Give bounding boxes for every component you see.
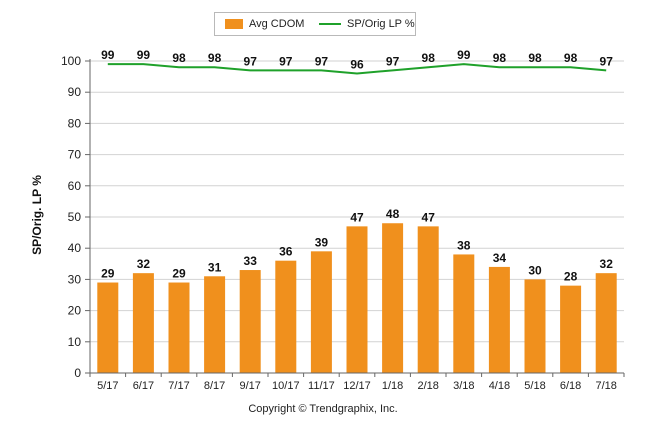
line-value-label: 98 — [564, 51, 578, 65]
y-tick-label: 20 — [68, 304, 82, 318]
bar-5/18 — [524, 279, 546, 373]
bar-2/18 — [417, 226, 439, 373]
bar-12/17 — [346, 226, 368, 373]
bar-value-label: 29 — [101, 267, 115, 281]
x-tick-label: 5/18 — [524, 380, 545, 392]
y-tick-label: 50 — [68, 210, 82, 224]
bar-value-label: 47 — [350, 210, 364, 224]
line-value-label: 98 — [528, 51, 542, 65]
line-value-label: 97 — [315, 54, 329, 68]
x-tick-label: 6/17 — [133, 380, 154, 392]
bar-value-label: 39 — [315, 235, 329, 249]
x-tick-label: 5/17 — [97, 380, 118, 392]
x-tick-label: 7/17 — [168, 380, 189, 392]
bar-8/17 — [204, 276, 226, 373]
bar-value-label: 31 — [208, 260, 222, 274]
x-tick-label: 8/17 — [204, 380, 225, 392]
x-tick-label: 2/18 — [417, 380, 438, 392]
x-tick-label: 6/18 — [560, 380, 581, 392]
x-tick-label: 7/18 — [595, 380, 616, 392]
x-tick-label: 12/17 — [343, 380, 371, 392]
y-tick-label: 30 — [68, 272, 82, 286]
line-series — [107, 63, 607, 75]
bar-value-label: 38 — [457, 238, 471, 252]
bar-10/17 — [275, 260, 297, 373]
bar-9/17 — [239, 270, 261, 373]
y-tick-label: 0 — [74, 366, 81, 380]
y-tick-label: 100 — [61, 54, 81, 68]
y-tick-label: 90 — [68, 85, 82, 99]
line-value-label: 98 — [422, 51, 436, 65]
x-tick-label: 9/17 — [239, 380, 260, 392]
copyright-text: Copyright © Trendgraphix, Inc. — [248, 403, 398, 415]
bar-5/17 — [97, 282, 119, 373]
line-value-label: 98 — [493, 51, 507, 65]
bar-1/18 — [382, 223, 404, 373]
bar-value-label: 34 — [493, 251, 507, 265]
y-axis-label: SP/Orig. LP % — [30, 175, 44, 255]
bar-7/17 — [168, 282, 190, 373]
bar-7/18 — [595, 273, 617, 373]
legend-bar-swatch — [225, 19, 243, 29]
bar-value-label: 28 — [564, 270, 578, 284]
bar-6/18 — [560, 285, 582, 373]
line-value-label: 97 — [279, 54, 293, 68]
legend-bar-label: Avg CDOM — [249, 18, 305, 30]
line-value-label: 99 — [137, 48, 151, 62]
legend: Avg CDOM SP/Orig LP % — [214, 12, 416, 36]
bar-value-label: 32 — [600, 257, 614, 271]
x-tick-label: 1/18 — [382, 380, 403, 392]
bar-value-label: 47 — [422, 210, 436, 224]
bar-value-label: 29 — [172, 267, 186, 281]
line-value-label: 97 — [244, 54, 258, 68]
line-value-label: 98 — [208, 51, 222, 65]
line-value-label: 97 — [600, 54, 614, 68]
y-tick-label: 40 — [68, 241, 82, 255]
bar-value-label: 33 — [244, 254, 258, 268]
legend-line-swatch — [319, 23, 341, 25]
legend-item-avg-cdom: Avg CDOM — [225, 13, 304, 35]
line-value-label: 97 — [386, 54, 400, 68]
bar-value-label: 32 — [137, 257, 151, 271]
sp-orig-line — [107, 63, 607, 75]
bar-6/17 — [132, 273, 154, 373]
line-value-label: 98 — [172, 51, 186, 65]
data-labels: 29 32 29 31 33 36 39 47 48 47 38 34 30 28 32 99 99 98 98 97… — [101, 48, 613, 284]
bar-4/18 — [488, 266, 510, 373]
x-tick-label: 11/17 — [308, 380, 335, 392]
bar-value-label: 36 — [279, 245, 293, 259]
line-value-label: 96 — [350, 57, 364, 71]
bar-value-label: 30 — [528, 263, 542, 277]
y-tick-label: 70 — [68, 148, 82, 162]
bar-11/17 — [310, 251, 332, 373]
line-value-label: 99 — [101, 48, 115, 62]
legend-item-sp-orig: SP/Orig LP % — [319, 13, 415, 35]
legend-line-label: SP/Orig LP % — [347, 18, 415, 30]
line-value-label: 99 — [457, 48, 471, 62]
bar-3/18 — [453, 254, 475, 373]
bar-value-label: 48 — [386, 207, 400, 221]
x-tick-label: 3/18 — [453, 380, 474, 392]
axes: 0 10 20 30 40 50 60 70 80 90 100 5/17 6/17 7/17 8/17 9/… — [61, 54, 625, 392]
x-tick-label: 4/18 — [489, 380, 510, 392]
y-tick-label: 80 — [68, 116, 82, 130]
y-tick-label: 10 — [68, 335, 82, 349]
x-tick-label: 10/17 — [272, 380, 300, 392]
bar-series — [97, 223, 617, 373]
y-tick-label: 60 — [68, 179, 82, 193]
